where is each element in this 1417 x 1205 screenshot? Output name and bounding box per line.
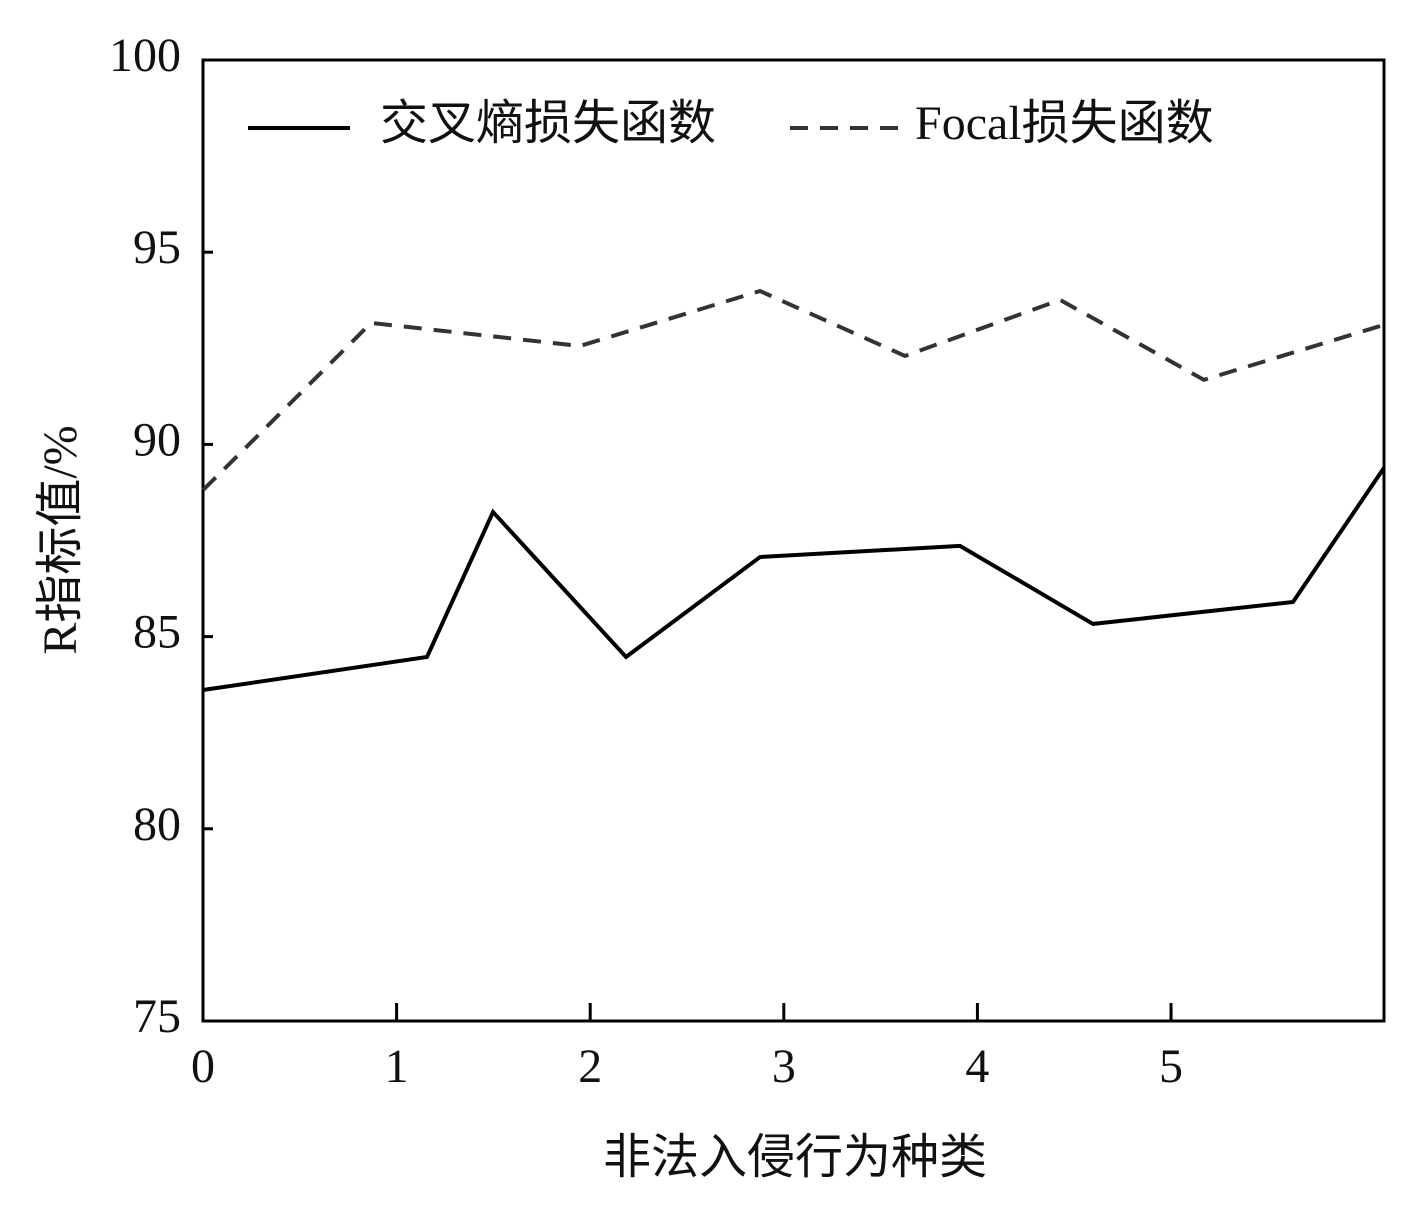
x-tick-label: 5 — [1159, 1040, 1183, 1093]
x-tick-label: 0 — [191, 1040, 215, 1093]
legend-label: 交叉熵损失函数 — [380, 97, 716, 150]
y-tick-label: 75 — [133, 990, 181, 1043]
y-tick-label: 90 — [133, 413, 181, 466]
x-tick-label: 1 — [385, 1040, 409, 1093]
x-tick-label: 4 — [965, 1040, 989, 1093]
y-tick-label: 100 — [109, 29, 181, 82]
plot-frame — [201, 58, 1386, 1023]
y-tick-label: 80 — [133, 798, 181, 851]
y-tick-label: 95 — [133, 221, 181, 274]
legend-label: Focal损失函数 — [915, 97, 1214, 150]
y-tick-label: 85 — [133, 606, 181, 659]
x-axis-label: 非法入侵行为种类 — [603, 1131, 987, 1184]
data-line — [201, 288, 1385, 492]
x-tick-label: 2 — [578, 1040, 602, 1093]
data-line — [202, 466, 1386, 693]
y-axis-label: R指标值/% — [34, 425, 87, 654]
x-tick-label: 3 — [772, 1040, 796, 1093]
